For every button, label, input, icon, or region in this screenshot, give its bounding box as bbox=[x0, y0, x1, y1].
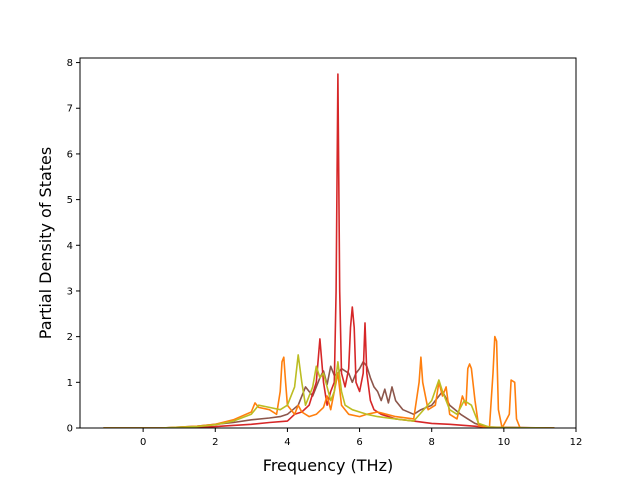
y-tick-label: 1 bbox=[67, 378, 73, 389]
series-line-3 bbox=[103, 335, 555, 428]
x-axis: 0 2 4 6 8 10 12 bbox=[140, 428, 582, 448]
series-line-2 bbox=[103, 73, 555, 428]
y-tick-label: 4 bbox=[67, 241, 73, 252]
y-tick-label: 2 bbox=[67, 332, 73, 343]
x-tick-label: 0 bbox=[140, 437, 146, 448]
x-tick-label: 8 bbox=[429, 437, 435, 448]
y-tick-label: 3 bbox=[67, 286, 73, 297]
y-tick-label: 6 bbox=[67, 149, 73, 160]
x-tick-label: 2 bbox=[212, 437, 218, 448]
series-layer bbox=[103, 73, 555, 428]
x-tick-label: 10 bbox=[497, 437, 510, 448]
plot-frame bbox=[79, 57, 577, 429]
x-axis-label: Frequency (THz) bbox=[263, 456, 393, 475]
y-tick-label: 5 bbox=[67, 195, 73, 206]
x-tick-label: 12 bbox=[570, 437, 583, 448]
y-axis: 0 1 2 3 4 5 6 7 8 bbox=[67, 58, 80, 435]
x-tick-label: 6 bbox=[356, 437, 362, 448]
y-tick-label: 8 bbox=[67, 58, 73, 69]
y-tick-label: 0 bbox=[67, 424, 73, 435]
y-axis-label: Partial Density of States bbox=[36, 147, 55, 339]
y-tick-label: 7 bbox=[67, 104, 73, 115]
x-tick-label: 4 bbox=[284, 437, 290, 448]
series-line-4 bbox=[103, 354, 555, 428]
